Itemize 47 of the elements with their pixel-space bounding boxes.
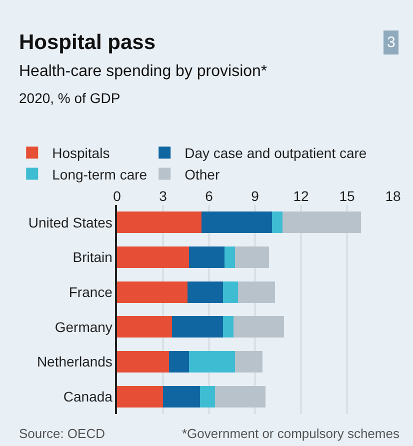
x-tick-label: 9	[251, 188, 260, 204]
bar	[189, 246, 224, 268]
bar	[235, 350, 263, 373]
bar	[222, 316, 234, 338]
x-tick-label: 15	[339, 188, 355, 204]
bar	[117, 281, 188, 303]
legend-label: Long-term care	[52, 166, 148, 182]
y-tick-label: Germany	[54, 318, 112, 335]
bar	[163, 386, 200, 408]
bar	[200, 386, 216, 408]
bar	[201, 212, 272, 234]
bar	[117, 386, 163, 408]
bar	[272, 212, 283, 234]
x-tick-label: 3	[159, 188, 168, 204]
bar	[224, 246, 236, 268]
chart-title: Hospital pass	[19, 31, 156, 54]
y-tick-label: France	[68, 284, 113, 300]
bar	[282, 212, 361, 234]
source-note: Source: OECD	[19, 426, 105, 441]
y-tick-label: Britain	[72, 249, 112, 266]
bar	[169, 350, 190, 373]
bar	[215, 386, 266, 408]
bar	[235, 246, 269, 268]
bar	[117, 350, 170, 373]
y-tick-label: Canada	[63, 388, 113, 404]
legend-label: Other	[184, 166, 220, 182]
legend-label: Hospitals	[52, 145, 110, 162]
x-tick-label: 0	[113, 188, 122, 204]
x-tick-label: 6	[205, 188, 214, 204]
bar	[234, 316, 284, 338]
bar	[238, 281, 275, 303]
x-tick-label: 18	[385, 188, 401, 204]
legend-label: Day case and outpatient care	[184, 145, 367, 162]
text: *Government or compulsory schemes	[182, 426, 400, 441]
y-tick-label: United States	[28, 214, 112, 230]
bar	[189, 350, 236, 373]
bar	[222, 281, 238, 303]
bar	[188, 281, 223, 303]
x-tick-label: 12	[293, 188, 309, 204]
bar	[117, 316, 172, 338]
text: 3	[387, 34, 396, 51]
bar	[117, 212, 202, 234]
chart-subtitle: Health-care spending by provision*	[19, 63, 268, 80]
bar	[117, 246, 190, 268]
bar	[172, 316, 223, 338]
y-tick-label: Netherlands	[36, 354, 112, 370]
text: 2020, % of GDP	[19, 90, 120, 106]
